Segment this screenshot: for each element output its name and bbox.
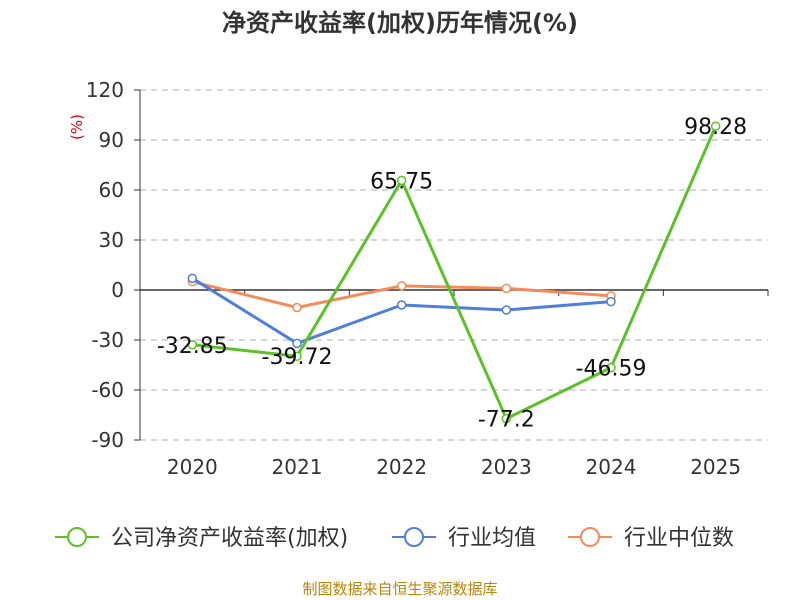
y-tick-label: 120: [86, 78, 124, 102]
legend-item[interactable]: 行业中位数: [568, 526, 734, 551]
data-point[interactable]: [501, 305, 512, 315]
y-tick-label: -90: [91, 428, 124, 452]
data-point[interactable]: [396, 175, 407, 186]
data-point[interactable]: [187, 340, 198, 350]
data-point[interactable]: [606, 362, 616, 373]
data-labels: -32.85 -39.72 65.75 -77.2 -46.59 98.28: [157, 115, 747, 432]
data-label: -77.2: [478, 408, 535, 433]
data-point[interactable]: [292, 351, 302, 361]
data-point[interactable]: [710, 121, 721, 131]
source-note: 制图数据来自恒生聚源数据库: [302, 580, 497, 598]
y-tick-label: 60: [99, 178, 124, 202]
chart-title: 净资产收益率(加权)历年情况(%): [222, 9, 578, 37]
y-axis-ticks: 120 90 60 30 0 -30 -60 -90: [86, 78, 141, 452]
data-label: 65.75: [370, 169, 433, 194]
y-unit-label: (%): [68, 114, 86, 140]
y-tick-label: -30: [91, 328, 124, 352]
x-tick-label: 2023: [481, 455, 532, 479]
data-point[interactable]: [187, 273, 198, 284]
data-point[interactable]: [501, 283, 512, 294]
data-point[interactable]: [501, 413, 512, 424]
y-tick-label: 30: [99, 228, 124, 252]
legend-marker: [580, 527, 600, 547]
legend-label: 公司净资产收益率(加权): [111, 526, 348, 551]
x-tick-label: 2021: [272, 455, 323, 479]
y-tick-label: 0: [111, 278, 124, 302]
x-tick-label: 2020: [167, 455, 218, 479]
y-tick-label: -60: [91, 378, 124, 402]
data-point[interactable]: [396, 281, 407, 291]
legend-marker: [404, 527, 424, 547]
y-tick-label: 90: [99, 128, 124, 152]
data-point[interactable]: [292, 338, 302, 349]
data-point[interactable]: [606, 296, 616, 307]
series-group: [187, 121, 721, 424]
data-label: -32.85: [157, 334, 228, 359]
legend-item[interactable]: 公司净资产收益率(加权): [55, 526, 348, 551]
legend-label: 行业均值: [448, 526, 536, 551]
x-tick-label: 2022: [376, 455, 427, 479]
x-tick-label: 2025: [690, 455, 741, 479]
legend-marker: [67, 527, 87, 547]
data-point[interactable]: [396, 300, 407, 310]
data-point[interactable]: [292, 302, 302, 313]
legend-item[interactable]: 行业均值: [392, 526, 536, 551]
legend[interactable]: 公司净资产收益率(加权) 行业均值 行业中位数: [55, 526, 734, 551]
x-tick-label: 2024: [586, 455, 637, 479]
grid-lines: [140, 89, 768, 441]
data-label: -39.72: [262, 345, 333, 370]
legend-label: 行业中位数: [624, 526, 734, 551]
data-label: -46.59: [576, 357, 647, 382]
x-axis: 2020 2021 2022 2023 2024 2025: [139, 289, 769, 479]
series-line: [192, 125, 718, 421]
data-label: 98.28: [684, 115, 747, 140]
